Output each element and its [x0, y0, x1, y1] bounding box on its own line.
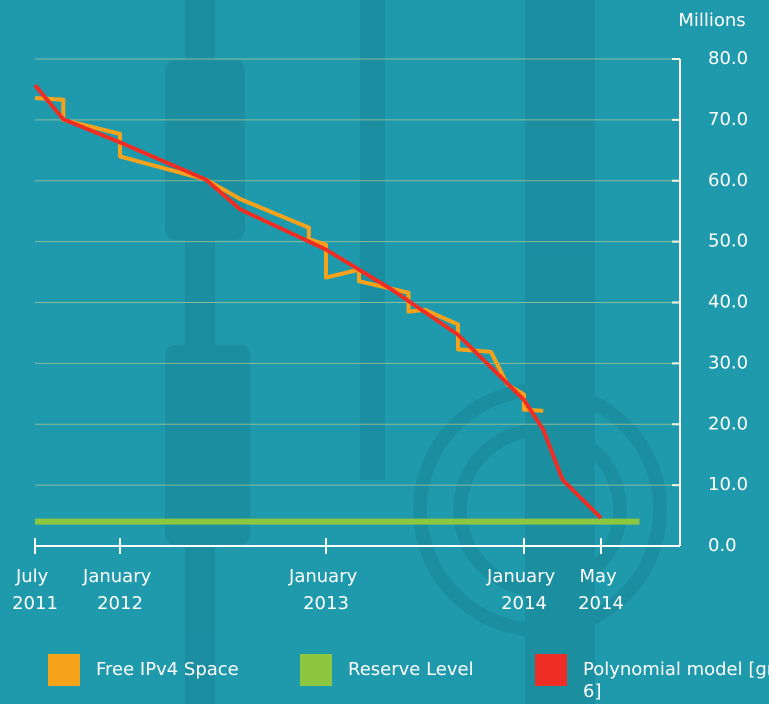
chart: Millions 0.0 10.0 20.0 30.0 40.0 50.0 60.0 70.0… — [0, 0, 769, 704]
legend-label: Reserve Level — [348, 659, 474, 680]
y-tick-label: 10.0 — [708, 474, 748, 495]
legend-label: Free IPv4 Space — [96, 659, 239, 680]
y-tick-label: 70.0 — [708, 109, 748, 130]
legend-swatch — [535, 654, 567, 686]
line-1: July — [15, 566, 54, 587]
y-tick-label: 50.0 — [708, 231, 748, 252]
legend-swatch — [300, 654, 332, 686]
y-tick-label: 0.0 — [708, 535, 737, 556]
line-1: January — [82, 566, 157, 587]
line-2: 2014 — [578, 593, 624, 614]
line-2: 2011 — [12, 593, 58, 614]
y-tick-label: 30.0 — [708, 352, 748, 373]
line-2: 2013 — [303, 593, 349, 614]
line-2: 2014 — [501, 593, 547, 614]
line-2: 2012 — [97, 593, 143, 614]
line-1: Polynomial model [gr. — [583, 659, 769, 680]
legend-swatch — [48, 654, 80, 686]
line-1: January — [486, 566, 561, 587]
y-tick-label: 40.0 — [708, 292, 748, 313]
y-tick-label: 80.0 — [708, 48, 748, 69]
y-tick-label: 20.0 — [708, 413, 748, 434]
y-axis-label: Millions — [678, 10, 745, 31]
line-1: May — [580, 566, 623, 587]
line-2: 6] — [583, 681, 601, 702]
line-1: January — [288, 566, 363, 587]
y-tick-label: 60.0 — [708, 170, 748, 191]
